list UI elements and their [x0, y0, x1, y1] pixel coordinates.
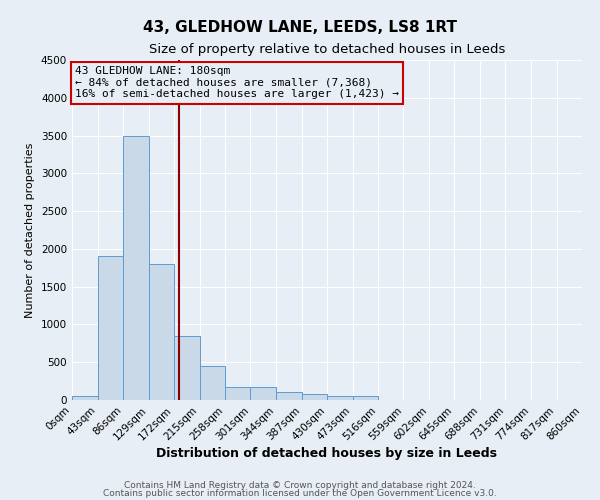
Bar	[327, 396, 353, 400]
Text: 43 GLEDHOW LANE: 180sqm
← 84% of detached houses are smaller (7,368)
16% of semi: 43 GLEDHOW LANE: 180sqm ← 84% of detache…	[75, 66, 399, 99]
Bar	[251, 387, 276, 400]
Text: 43, GLEDHOW LANE, LEEDS, LS8 1RT: 43, GLEDHOW LANE, LEEDS, LS8 1RT	[143, 20, 457, 35]
X-axis label: Distribution of detached houses by size in Leeds: Distribution of detached houses by size …	[157, 448, 497, 460]
Bar	[149, 264, 174, 400]
Bar	[199, 366, 225, 400]
Bar	[353, 396, 378, 400]
Bar	[123, 136, 149, 400]
Bar	[302, 394, 327, 400]
Bar	[72, 396, 97, 400]
Text: Contains HM Land Registry data © Crown copyright and database right 2024.: Contains HM Land Registry data © Crown c…	[124, 480, 476, 490]
Bar	[97, 256, 123, 400]
Y-axis label: Number of detached properties: Number of detached properties	[25, 142, 35, 318]
Bar	[276, 392, 302, 400]
Bar	[225, 387, 251, 400]
Text: Contains public sector information licensed under the Open Government Licence v3: Contains public sector information licen…	[103, 489, 497, 498]
Title: Size of property relative to detached houses in Leeds: Size of property relative to detached ho…	[149, 43, 505, 56]
Bar	[174, 336, 199, 400]
